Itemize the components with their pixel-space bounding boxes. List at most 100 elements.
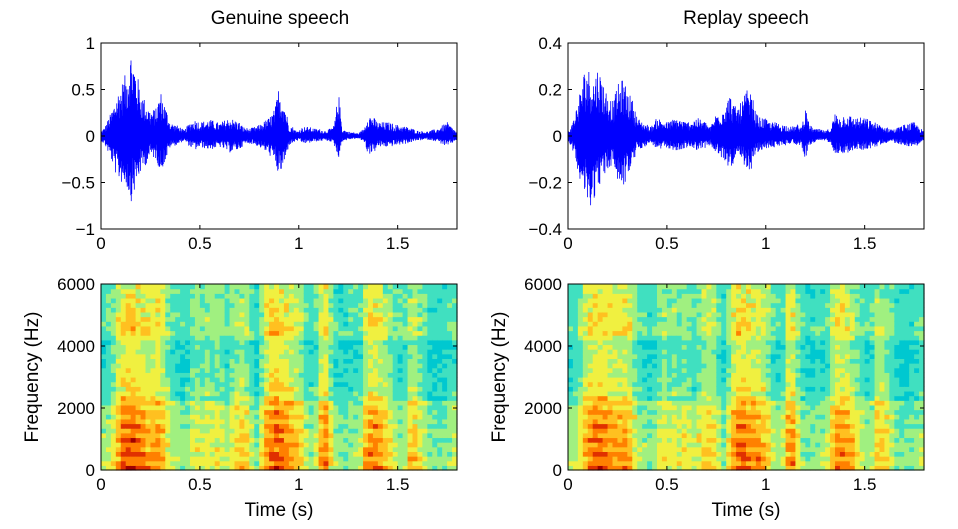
spectrogram-cell <box>194 302 201 308</box>
spectrogram-cell <box>269 377 275 383</box>
spectrogram-cell <box>402 321 409 327</box>
spectrogram-cell <box>671 316 678 322</box>
spectrogram-cell <box>115 377 122 383</box>
spectrogram-cell <box>736 465 742 471</box>
spectrogram-cell <box>125 386 132 392</box>
spectrogram-cell <box>815 400 821 406</box>
spectrogram-cell <box>582 288 589 294</box>
spectrogram-cell <box>632 446 638 452</box>
spectrogram-cell <box>746 353 752 359</box>
spectrogram-cell <box>572 367 579 373</box>
spectrogram-cell <box>746 349 752 355</box>
spectrogram-cell <box>402 297 409 304</box>
spectrogram-cell <box>577 446 584 452</box>
spectrogram-cell <box>402 381 409 387</box>
spectrogram-cell <box>224 451 231 457</box>
spectrogram-cell <box>447 316 453 322</box>
spectrogram-cell <box>125 316 132 322</box>
spectrogram-cell <box>741 377 747 383</box>
spectrogram-cell <box>105 428 112 434</box>
spectrogram-cell <box>647 423 653 429</box>
spectrogram-cell <box>298 284 305 290</box>
spectrogram-cell <box>170 428 176 434</box>
spectrogram-cell <box>303 395 310 401</box>
spectrogram-cell <box>760 414 767 420</box>
spectrogram-cell <box>150 395 156 401</box>
spectrogram-cell <box>676 325 683 332</box>
spectrogram-cell <box>190 330 196 336</box>
spectrogram-cell <box>805 456 811 462</box>
spectrogram-cell <box>160 297 166 304</box>
spectrogram-cell <box>298 302 305 308</box>
spectrogram-cell <box>795 428 801 434</box>
spectrogram-cell <box>716 316 722 322</box>
spectrogram-cell <box>209 451 216 457</box>
spectrogram-cell <box>219 284 226 290</box>
spectrogram-cell <box>676 363 683 369</box>
spectrogram-cell <box>338 353 344 359</box>
spectrogram-cell <box>120 367 127 373</box>
spectrogram-cell <box>696 381 703 387</box>
spectrogram-cell <box>397 418 404 425</box>
spectrogram-cell <box>592 288 599 294</box>
spectrogram-cell <box>185 372 191 378</box>
spectrogram-cell <box>348 325 354 332</box>
spectrogram-cell <box>642 442 648 448</box>
spectrogram-cell <box>194 390 201 397</box>
spectrogram-cell <box>209 372 216 378</box>
spectrogram-cell <box>602 307 609 313</box>
spectrogram-cell <box>254 432 260 439</box>
genuine-spectrogram-ylabel: Frequency (Hz) <box>22 312 43 443</box>
spectrogram-cell <box>627 423 633 429</box>
spectrogram-cell <box>387 381 394 387</box>
spectrogram-cell <box>155 335 161 341</box>
spectrogram-cell <box>765 358 772 364</box>
spectrogram-cell <box>805 432 811 439</box>
spectrogram-cell <box>627 377 633 383</box>
spectrogram-cell <box>582 363 589 369</box>
spectrogram-cell <box>785 297 792 304</box>
spectrogram-cell <box>397 293 404 299</box>
spectrogram-cell <box>790 311 797 318</box>
spectrogram-cell <box>627 372 633 378</box>
spectrogram-cell <box>661 390 668 397</box>
spectrogram-cell <box>348 428 354 434</box>
spectrogram-cell <box>293 288 300 294</box>
spectrogram-cell <box>810 428 816 434</box>
spectrogram-cell <box>582 372 589 378</box>
spectrogram-cell <box>254 460 260 466</box>
spectrogram-cell <box>696 339 703 346</box>
spectrogram-cell <box>676 358 683 364</box>
spectrogram-cell <box>726 321 732 327</box>
spectrogram-cell <box>363 325 369 332</box>
spectrogram-cell <box>338 400 344 406</box>
spectrogram-cell <box>110 446 117 452</box>
spectrogram-cell <box>110 363 117 369</box>
spectrogram-cell <box>175 456 181 462</box>
spectrogram-cell <box>343 311 349 318</box>
spectrogram-cell <box>701 335 708 341</box>
spectrogram-cell <box>711 451 717 457</box>
spectrogram-cell <box>671 311 678 318</box>
spectrogram-cell <box>407 386 414 392</box>
spectrogram-cell <box>661 344 668 350</box>
spectrogram-cell <box>666 460 673 466</box>
spectrogram-cell <box>175 372 181 378</box>
spectrogram-cell <box>254 381 260 387</box>
spectrogram-cell <box>736 451 742 457</box>
spectrogram-cell <box>587 460 594 466</box>
spectrogram-cell <box>642 367 648 373</box>
spectrogram-cell <box>810 372 816 378</box>
spectrogram-cell <box>377 293 384 299</box>
spectrogram-cell <box>279 390 285 397</box>
spectrogram-cell <box>432 353 438 359</box>
spectrogram-cell <box>244 404 250 411</box>
spectrogram-cell <box>622 446 628 452</box>
spectrogram-cell <box>313 367 320 373</box>
spectrogram-cell <box>592 456 599 462</box>
spectrogram-cell <box>657 302 663 308</box>
spectrogram-cell <box>115 432 122 439</box>
spectrogram-cell <box>175 311 181 318</box>
spectrogram-cell <box>259 395 265 401</box>
spectrogram-cell <box>264 349 270 355</box>
